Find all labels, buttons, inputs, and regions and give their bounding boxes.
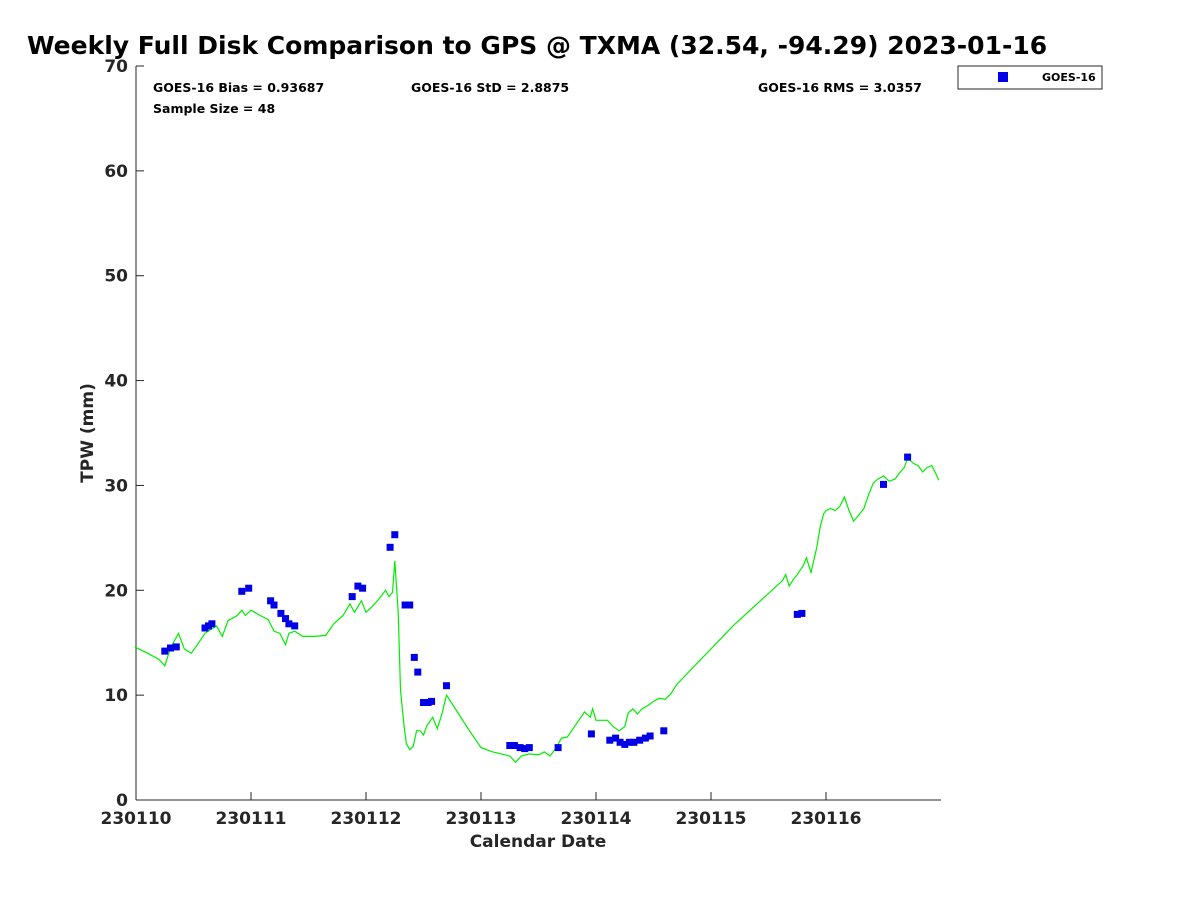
- goes-16-point: [660, 727, 668, 735]
- goes-16-point: [359, 584, 367, 592]
- y-tick-label: 0: [116, 791, 128, 811]
- goes-16-point: [285, 620, 293, 628]
- goes-16-point: [208, 620, 216, 628]
- chart-title: Weekly Full Disk Comparison to GPS @ TXM…: [27, 31, 1047, 60]
- goes-16-point: [630, 738, 638, 746]
- y-tick-label: 10: [104, 686, 128, 706]
- legend: GOES-16: [957, 65, 1103, 90]
- goes-16-series: [161, 453, 912, 753]
- goes-16-point: [391, 531, 399, 539]
- goes-16-point: [161, 647, 169, 655]
- goes-16-point: [587, 730, 595, 738]
- y-axis: 0 10 20 30 40 50 60 70: [104, 57, 144, 811]
- goes-16-point: [420, 699, 427, 706]
- goes-16-point: [625, 738, 633, 746]
- y-tick-label: 40: [104, 372, 128, 392]
- goes-16-point: [621, 740, 629, 748]
- goes-16-point: [238, 587, 246, 595]
- goes-16-point: [282, 615, 289, 623]
- goes-16-point: [506, 742, 514, 749]
- goes-16-point: [904, 453, 912, 461]
- y-axis-label: TPW (mm): [78, 383, 98, 483]
- plot-frame: [135, 66, 941, 801]
- goes-16-point: [167, 644, 174, 652]
- legend-label-goes-16: GOES-16: [1042, 71, 1096, 84]
- goes-16-point: [277, 609, 285, 617]
- y-tick-label: 70: [104, 57, 128, 77]
- goes-16-point: [641, 734, 649, 742]
- goes-16-point: [410, 653, 418, 661]
- x-tick-label: 230112: [331, 809, 402, 829]
- goes-16-point: [428, 697, 436, 705]
- bias-stat: GOES-16 Bias = 0.93687: [153, 80, 324, 95]
- goes-16-point: [616, 738, 624, 746]
- goes-16-point: [646, 732, 654, 740]
- stats-panel: GOES-16 Bias = 0.93687 GOES-16 StD = 2.8…: [153, 80, 922, 116]
- goes-16-point: [443, 682, 450, 690]
- x-tick-label: 230113: [446, 809, 517, 829]
- goes-16-point: [521, 745, 529, 753]
- x-tick-label: 230116: [791, 809, 862, 829]
- x-tick-label: 230110: [101, 809, 172, 829]
- legend-marker-goes-16: [998, 72, 1008, 82]
- y-tick-label: 60: [104, 162, 128, 182]
- goes-16-point: [348, 593, 356, 601]
- goes-16-point: [386, 543, 394, 551]
- x-axis: 230110 230111 230112 230113 230114 230115 2301…: [101, 792, 862, 829]
- gps-series: [134, 457, 940, 764]
- goes-16-point: [554, 744, 562, 752]
- goes-16-point: [291, 622, 299, 630]
- x-tick-label: 230115: [676, 809, 747, 829]
- goes-16-point: [612, 734, 620, 742]
- x-tick-label: 230114: [561, 809, 632, 829]
- goes-16-point: [793, 610, 801, 618]
- goes-16-point: [245, 584, 253, 592]
- goes-16-point: [525, 744, 533, 752]
- goes-16-point: [414, 668, 422, 676]
- goes-16-point: [354, 582, 362, 590]
- rms-stat: GOES-16 RMS = 3.0357: [758, 80, 922, 95]
- sample-size-stat: Sample Size = 48: [153, 101, 275, 116]
- goes-16-point: [401, 601, 409, 609]
- y-tick-label: 50: [104, 267, 128, 287]
- goes-16-point: [516, 744, 524, 752]
- x-axis-label: Calendar Date: [470, 832, 607, 852]
- goes-16-point: [798, 609, 806, 617]
- y-tick-label: 20: [104, 581, 128, 601]
- gps-tpw-line: [134, 457, 940, 764]
- goes-16-point: [606, 736, 614, 744]
- goes-16-point: [510, 742, 518, 749]
- goes-16-point: [636, 736, 644, 744]
- goes-16-point: [406, 601, 414, 609]
- goes-16-point: [267, 597, 275, 605]
- x-tick-label: 230111: [216, 809, 287, 829]
- goes-16-point: [880, 480, 887, 488]
- goes-16-point: [172, 643, 180, 651]
- y-tick-label: 30: [104, 476, 128, 496]
- goes-16-point: [270, 601, 278, 609]
- legend-box: [957, 65, 1103, 90]
- std-stat: GOES-16 StD = 2.8875: [411, 80, 569, 95]
